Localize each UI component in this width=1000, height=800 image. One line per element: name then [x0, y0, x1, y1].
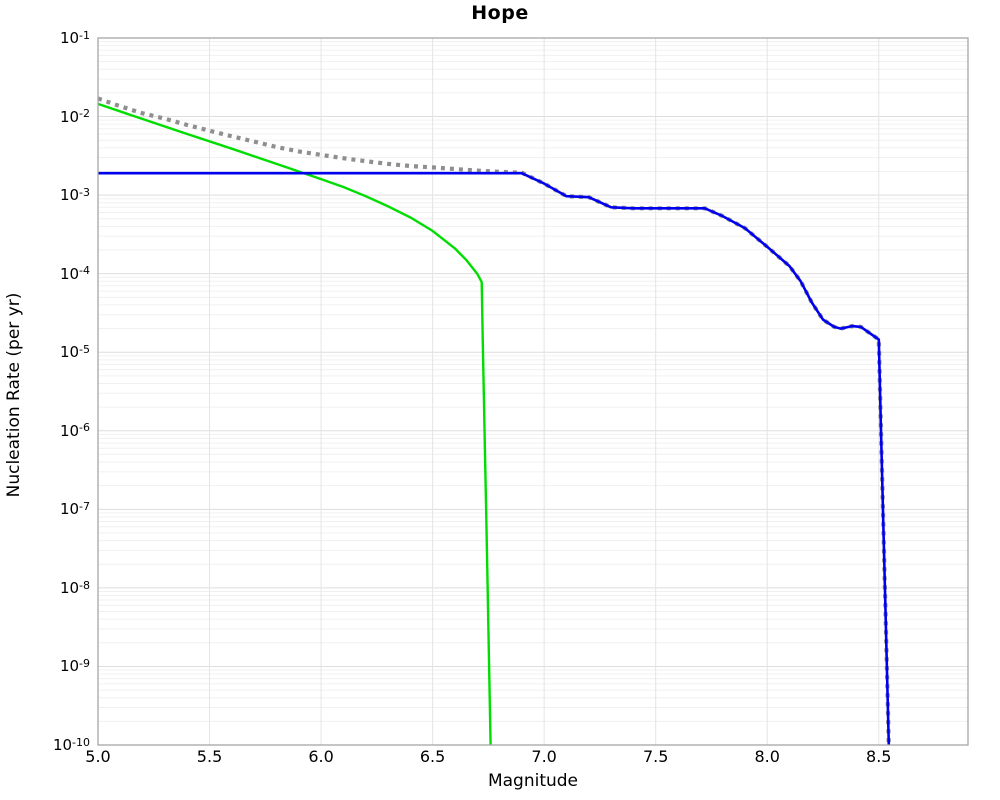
green-curve: [97, 102, 492, 746]
y-tick-label: 10-9: [59, 657, 90, 676]
y-tick-label: 10-6: [59, 421, 90, 440]
x-tick-label: 7.0: [531, 747, 557, 766]
y-tick-label: 10-10: [52, 735, 90, 754]
chart-title: Hope: [471, 2, 529, 24]
x-tick-label: 5.0: [85, 747, 111, 766]
x-tick-label: 8.0: [754, 747, 780, 766]
x-tick-label: 6.5: [419, 747, 446, 766]
x-tick-label: 6.0: [308, 747, 334, 766]
y-tick-label: 10-1: [59, 28, 90, 47]
x-axis-label: Magnitude: [487, 771, 579, 791]
plot-frame: [97, 37, 969, 746]
x-tick-label: 8.5: [866, 747, 892, 766]
y-tick-label: 10-5: [59, 342, 90, 362]
y-tick-label: 10-2: [59, 107, 90, 126]
x-tick-label: 5.5: [196, 747, 223, 766]
y-tick-label: 10-3: [59, 185, 90, 205]
y-tick-label: 10-7: [59, 499, 90, 519]
x-tick-label: 7.5: [642, 747, 669, 766]
y-tick-label: 10-4: [59, 264, 90, 283]
blue-curve: [98, 171, 891, 746]
y-tick-label: 10-8: [59, 578, 90, 597]
